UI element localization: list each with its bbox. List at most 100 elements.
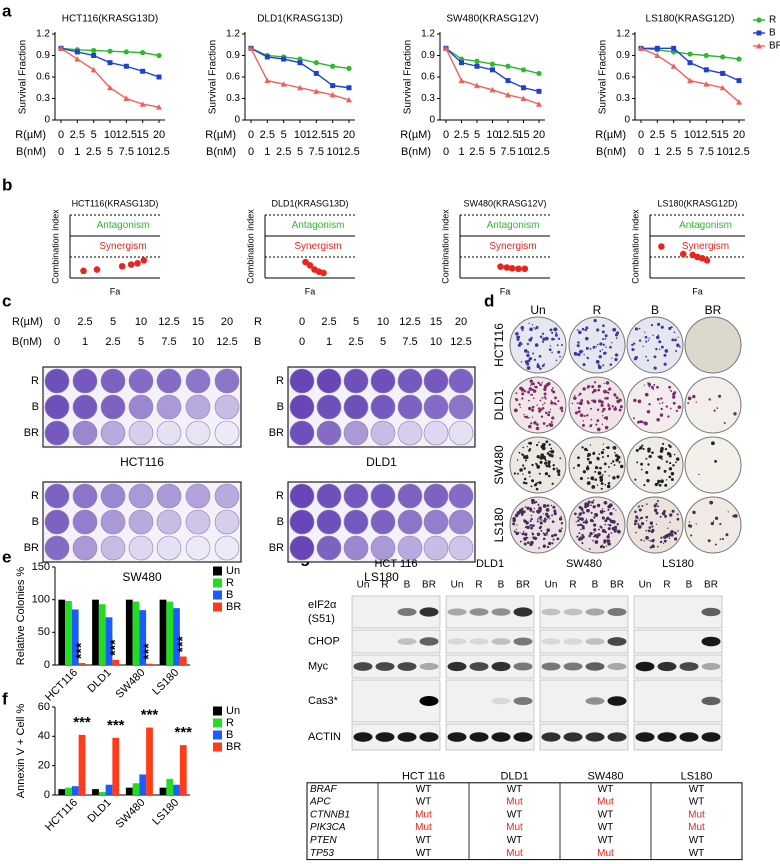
y-tick-label: 100 — [32, 594, 50, 606]
colony — [611, 405, 614, 408]
blot-band — [701, 662, 721, 671]
x-row-label: R(µM) — [205, 129, 236, 141]
x-tick-label: 10 — [717, 146, 729, 158]
well — [448, 420, 474, 446]
legend-label: Un — [226, 565, 240, 577]
series-line — [445, 48, 540, 105]
colony — [667, 415, 670, 418]
colony — [536, 404, 538, 406]
lane-label: Un — [639, 580, 652, 591]
blot-strip — [351, 654, 441, 679]
well — [370, 483, 396, 509]
dish — [568, 436, 626, 494]
colony — [607, 504, 611, 509]
well — [316, 535, 342, 561]
colony — [598, 399, 602, 403]
colony — [647, 447, 651, 452]
colony — [607, 533, 610, 536]
well — [316, 368, 342, 394]
colony — [524, 360, 529, 364]
marker — [156, 104, 162, 110]
colony — [590, 504, 592, 507]
colony — [538, 508, 542, 512]
colony — [592, 499, 595, 502]
colony — [585, 326, 589, 330]
x-tick-label: 5 — [107, 146, 113, 158]
annotation: Synergism — [99, 241, 146, 252]
colony — [538, 409, 541, 413]
header-value: 10 — [135, 316, 147, 328]
colony — [608, 407, 611, 411]
lane-label: Un — [357, 580, 370, 591]
colony — [677, 405, 682, 409]
colony — [692, 394, 696, 399]
colony — [561, 344, 563, 346]
colony — [611, 357, 613, 359]
dish — [684, 376, 742, 434]
marker — [474, 58, 480, 64]
lane-label: R — [569, 580, 576, 591]
blot-band — [657, 661, 677, 672]
bar — [71, 786, 79, 795]
x-tick-label: 5 — [687, 146, 693, 158]
row-label: HCT116 — [492, 323, 506, 367]
table-header: DLD1 — [500, 770, 528, 782]
colony — [586, 503, 590, 507]
colony — [660, 446, 664, 451]
colony — [534, 483, 537, 487]
dish — [684, 316, 742, 374]
marker — [654, 45, 660, 51]
y-tick-label: 150 — [32, 561, 50, 573]
marker — [107, 84, 113, 91]
colony — [596, 484, 599, 486]
colony — [595, 423, 598, 426]
marker — [91, 47, 97, 54]
x-tick-label: 7.5 — [309, 146, 324, 158]
colony — [539, 521, 543, 525]
colony — [548, 348, 552, 352]
y-tick-label: 0 — [44, 115, 50, 126]
colony — [678, 345, 681, 348]
colony — [640, 539, 643, 542]
colony — [665, 479, 668, 481]
legend-swatch — [213, 718, 222, 728]
colony — [640, 468, 643, 471]
table-cell: WT — [598, 822, 614, 833]
colony — [544, 336, 549, 341]
plate-label: DLD1 — [366, 455, 397, 469]
colony — [615, 509, 617, 511]
colony — [657, 479, 661, 483]
point — [679, 250, 687, 258]
colony — [525, 482, 528, 485]
legend-swatch — [213, 590, 222, 600]
colony — [676, 513, 679, 516]
x-tick-label: 20 — [533, 129, 545, 141]
colony — [600, 403, 604, 407]
colony — [603, 541, 607, 544]
colony — [648, 385, 651, 388]
table-cell: WT — [507, 809, 523, 820]
well — [72, 394, 98, 420]
x-tick-label: DLD1 — [85, 667, 113, 695]
colony — [531, 499, 535, 504]
colony — [515, 528, 517, 530]
colony — [529, 520, 532, 523]
cell-line-label: LS180 — [662, 558, 694, 570]
row-label: LS180 — [492, 507, 506, 542]
well — [343, 368, 369, 394]
colony — [646, 359, 649, 362]
colony — [518, 335, 521, 338]
colony — [532, 536, 537, 540]
colony — [545, 411, 548, 415]
marker — [736, 56, 742, 62]
colony — [529, 507, 533, 511]
blot-strip — [633, 595, 723, 629]
colony — [582, 511, 585, 515]
colony — [552, 387, 554, 389]
colony — [515, 531, 519, 536]
colony — [655, 335, 660, 340]
blot-strip — [445, 654, 535, 679]
colony — [592, 399, 597, 404]
x-tick-label: 1 — [264, 146, 270, 158]
colony — [531, 388, 534, 391]
